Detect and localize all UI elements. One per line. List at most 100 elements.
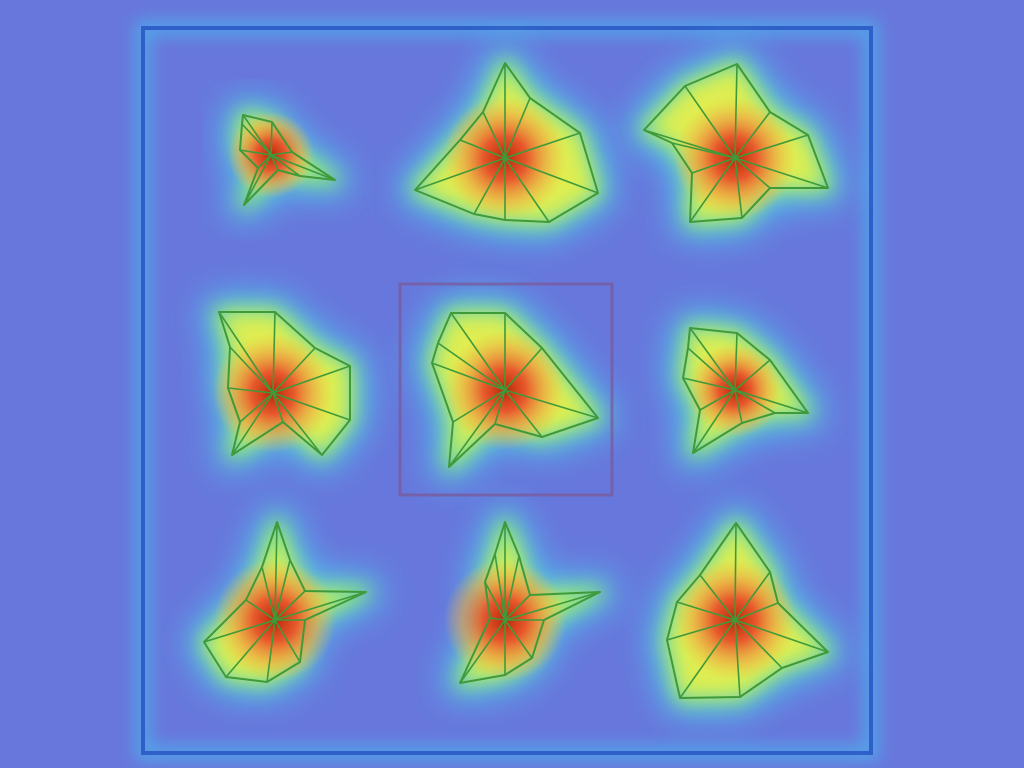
mesh-spoke-r2c1-7 [459,619,506,684]
mesh-spoke-r1c0-7 [231,392,274,456]
mesh-spoke-r0c2-10 [684,85,736,159]
mesh-spoke-r1c0-6 [272,392,284,423]
mesh-spoke-r1c2-5 [734,389,743,424]
mesh-spoke-r0c2-9 [643,129,736,159]
mesh-spoke-r0c0-5 [270,154,279,171]
mesh-spoke-r2c0-2 [274,590,306,621]
mesh-spoke-r1c0-8 [239,392,274,423]
mesh-spoke-r2c0-0 [274,521,278,621]
mesh-spoke-r1c2-0 [689,327,736,391]
mesh-spoke-r0c0-4 [270,154,301,177]
mesh-spoke-r0c2-1 [734,111,771,159]
mesh-spoke-r0c2-7 [691,157,736,174]
mesh-spoke-r2c2-9 [699,574,736,621]
mesh-spoke-r2c2-2 [734,602,779,621]
mesh-spoke-r0c2-4 [734,157,771,189]
mesh-spoke-r0c0-6 [243,154,272,206]
mesh-spoke-r2c2-5 [734,619,741,698]
mesh-spoke-r0c0-7 [257,154,272,169]
mesh-spoke-r0c0-9 [241,123,272,156]
center-cell-frame [398,282,614,497]
mesh-spoke-r1c1-4 [504,389,543,438]
mesh-spoke-r2c2-0 [734,522,737,621]
mesh-spoke-r0c2-2 [734,134,809,159]
mesh-spoke-r2c0-8 [203,619,276,643]
mesh-spoke-r2c1-10 [494,553,506,621]
mesh-r1c1 [431,312,599,468]
mesh-spoke-r1c0-2 [272,347,316,394]
mesh-spoke-r1c1-6 [448,389,506,468]
mesh-spoke-r2c2-6 [679,619,736,699]
mesh-spoke-r2c0-7 [225,619,276,678]
mesh-r0c1 [414,62,599,223]
mesh-spoke-r2c1-1 [504,555,520,621]
mesh-spoke-r1c1-9 [437,342,506,391]
mesh-spoke-r2c2-3 [734,619,829,653]
mesh-spoke-r0c0-1 [270,121,273,156]
mesh-spoke-r2c0-3 [274,591,367,621]
mesh-spoke-r1c0-4 [272,392,351,421]
mesh-spoke-r1c2-6 [692,389,736,454]
mesh-spoke-r0c0-3 [270,154,336,181]
mesh-spoke-r0c2-3 [734,157,829,189]
mesh-spoke-r1c0-0 [218,311,274,394]
mesh-outline-r1c0 [218,311,351,456]
mesh-spoke-r0c1-6 [473,157,506,215]
mesh-outline-r2c1 [459,521,601,684]
mesh-r1c2 [682,327,809,454]
mesh-spoke-r1c0-10 [229,346,274,394]
mesh-spoke-r0c1-7 [414,157,506,191]
mesh-spoke-r0c2-5 [734,157,743,219]
mesh-spoke-r2c1-9 [484,581,506,621]
mesh-spoke-r1c2-2 [734,359,771,391]
mesh-spoke-r1c1-8 [431,362,506,391]
mesh-spoke-r0c2-0 [734,63,738,159]
mesh-spoke-r1c2-3 [734,389,809,414]
mesh-spoke-r1c0-9 [227,387,274,394]
mesh-spoke-r2c1-3 [504,591,601,621]
mesh-spoke-r1c1-2 [504,347,543,391]
mesh-spoke-r1c1-7 [452,389,506,423]
mesh-spoke-r0c0-2 [270,151,293,156]
mesh-spoke-r2c2-8 [676,601,736,621]
mesh-spoke-r0c0-8 [239,149,272,156]
mesh-spoke-r0c2-6 [689,157,736,223]
mesh-spoke-r1c0-5 [272,392,323,456]
mesh-r2c2 [666,522,829,699]
mesh-spoke-r1c2-1 [734,332,738,391]
mesh-spoke-r0c1-2 [504,132,581,159]
mesh-spoke-r0c1-9 [482,111,506,159]
mesh-r0c0 [239,114,336,206]
mesh-r1c0 [218,311,351,456]
mesh-spoke-r1c0-1 [272,311,276,394]
mesh-spoke-r1c2-8 [682,377,736,391]
mesh-spoke-r1c2-4 [734,389,776,414]
mesh-outline-r0c2 [643,63,829,223]
mesh-spoke-r0c1-3 [504,157,599,194]
mesh-spoke-r2c0-10 [261,566,276,621]
mesh-spoke-r1c0-3 [272,365,351,394]
mesh-spoke-r0c1-1 [504,97,531,159]
mesh-spoke-r1c2-9 [687,347,736,391]
mesh-spoke-r1c1-0 [450,312,506,391]
mesh-r0c2 [643,63,829,223]
mesh-spoke-r2c0-5 [274,619,301,663]
mesh-r2c0 [203,521,367,683]
mesh-spoke-r1c1-3 [504,389,599,419]
outer-frame [141,26,873,755]
mesh-spoke-r2c1-8 [489,617,506,621]
mesh-spoke-r0c1-4 [504,157,550,223]
mesh-spoke-r2c1-5 [504,619,533,659]
mesh-spoke-r0c0-0 [242,114,272,156]
mesh-spoke-r2c1-2 [504,594,531,621]
mesh-spoke-r2c0-1 [274,559,291,621]
mesh-spoke-r2c2-1 [734,571,771,621]
mesh-r2c1 [459,521,601,684]
mesh-layer [203,62,829,699]
mesh-outline-r2c0 [203,521,367,683]
mesh-spoke-r2c2-7 [666,619,736,641]
mesh-spoke-r1c1-5 [494,389,506,425]
mesh-spoke-r2c2-4 [734,619,783,669]
